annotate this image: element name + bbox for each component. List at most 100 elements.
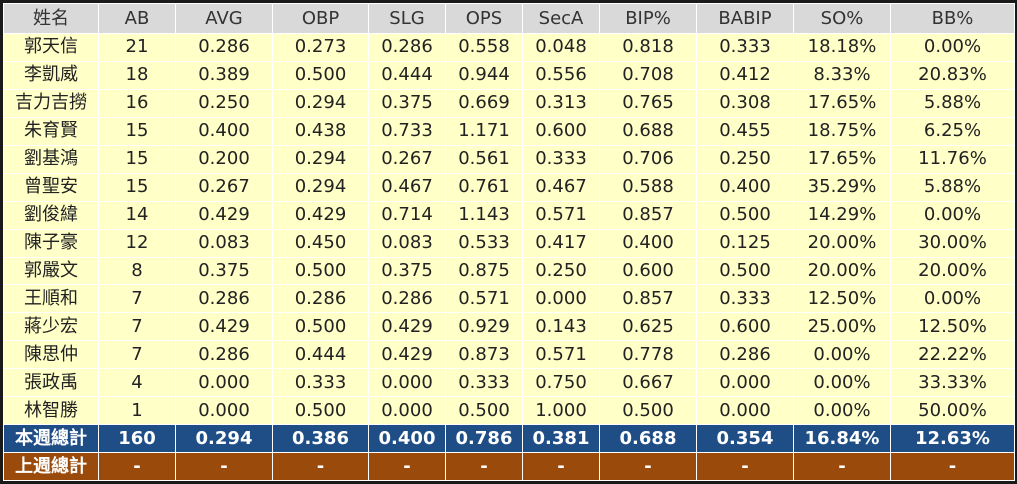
cell-bb: 22.22% — [890, 340, 1015, 370]
cell-ops: 0.500 — [445, 396, 523, 426]
cell-seca: 0.417 — [522, 228, 600, 258]
cell-so: 17.65% — [793, 144, 891, 174]
cell-slg: - — [368, 452, 446, 481]
cell-bb: - — [890, 452, 1015, 481]
cell-avg: 0.375 — [175, 256, 273, 286]
cell-babip: 0.455 — [696, 116, 794, 146]
cell-bb: 30.00% — [890, 228, 1015, 258]
table-row: 陳子豪 12 0.083 0.450 0.083 0.533 0.417 0.400 0.125… — [3, 228, 1015, 258]
cell-avg: 0.400 — [175, 116, 273, 146]
cell-slg: 0.000 — [368, 368, 446, 398]
cell-name: 陳子豪 — [3, 228, 99, 258]
cell-avg: 0.286 — [175, 284, 273, 314]
header-row: 姓名 AB AVG OBP SLG OPS SecA BIP% BABIP SO… — [3, 3, 1015, 34]
cell-obp: 0.500 — [272, 396, 369, 426]
cell-ab: 12 — [98, 228, 176, 258]
cell-avg: 0.200 — [175, 144, 273, 174]
cell-slg: 0.429 — [368, 340, 446, 370]
cell-bb: 50.00% — [890, 396, 1015, 426]
cell-so: 0.00% — [793, 396, 891, 426]
cell-seca: 0.000 — [522, 284, 600, 314]
cell-obp: 0.429 — [272, 200, 369, 230]
cell-name: 蔣少宏 — [3, 312, 99, 342]
cell-name: 李凱威 — [3, 60, 99, 90]
cell-obp: 0.444 — [272, 340, 369, 370]
cell-ops: - — [445, 452, 523, 481]
cell-name: 上週總計 — [3, 452, 99, 481]
cell-obp: 0.294 — [272, 172, 369, 202]
cell-babip: 0.600 — [696, 312, 794, 342]
cell-ab: 7 — [98, 312, 176, 342]
cell-ops: 1.143 — [445, 200, 523, 230]
cell-ab: 16 — [98, 88, 176, 118]
cell-slg: 0.375 — [368, 88, 446, 118]
cell-seca: 1.000 — [522, 396, 600, 426]
cell-bb: 20.00% — [890, 256, 1015, 286]
cell-avg: 0.429 — [175, 200, 273, 230]
cell-so: 0.00% — [793, 368, 891, 398]
table-row: 蔣少宏 7 0.429 0.500 0.429 0.929 0.143 0.625 0.600 2… — [3, 312, 1015, 342]
cell-ab: 4 — [98, 368, 176, 398]
cell-ab: 160 — [98, 424, 176, 454]
header-obp: OBP — [272, 3, 369, 34]
cell-obp: 0.333 — [272, 368, 369, 398]
cell-name: 朱育賢 — [3, 116, 99, 146]
cell-avg: 0.000 — [175, 396, 273, 426]
header-name: 姓名 — [3, 3, 99, 34]
cell-name: 劉俊緯 — [3, 200, 99, 230]
cell-so: 16.84% — [793, 424, 891, 454]
cell-babip: 0.125 — [696, 228, 794, 258]
cell-slg: 0.286 — [368, 284, 446, 314]
cell-ab: 1 — [98, 396, 176, 426]
cell-avg: 0.286 — [175, 340, 273, 370]
cell-obp: 0.386 — [272, 424, 369, 454]
cell-bb: 12.63% — [890, 424, 1015, 454]
cell-obp: 0.500 — [272, 312, 369, 342]
cell-so: 18.75% — [793, 116, 891, 146]
cell-ops: 0.571 — [445, 284, 523, 314]
cell-bb: 12.50% — [890, 312, 1015, 342]
cell-bip: 0.667 — [599, 368, 697, 398]
cell-ops: 0.875 — [445, 256, 523, 286]
cell-obp: - — [272, 452, 369, 481]
header-bip: BIP% — [599, 3, 697, 34]
cell-ab: 7 — [98, 340, 176, 370]
cell-name: 陳思仲 — [3, 340, 99, 370]
cell-babip: 0.286 — [696, 340, 794, 370]
cell-slg: 0.286 — [368, 33, 446, 62]
table-row: 郭嚴文 8 0.375 0.500 0.375 0.875 0.250 0.600 0.500 2… — [3, 256, 1015, 286]
cell-slg: 0.444 — [368, 60, 446, 90]
cell-babip: 0.308 — [696, 88, 794, 118]
cell-bip: 0.688 — [599, 424, 697, 454]
table-row: 王順和 7 0.286 0.286 0.286 0.571 0.000 0.857 0.333 1… — [3, 284, 1015, 314]
cell-bb: 5.88% — [890, 172, 1015, 202]
cell-bb: 0.00% — [890, 200, 1015, 230]
cell-babip: 0.000 — [696, 368, 794, 398]
cell-so: 8.33% — [793, 60, 891, 90]
cell-seca: 0.143 — [522, 312, 600, 342]
cell-bip: 0.778 — [599, 340, 697, 370]
cell-bip: 0.688 — [599, 116, 697, 146]
cell-avg: 0.267 — [175, 172, 273, 202]
cell-avg: 0.429 — [175, 312, 273, 342]
total-last-week-row: 上週總計 - - - - - - - - - - — [3, 452, 1015, 481]
header-ops: OPS — [445, 3, 523, 34]
cell-babip: 0.354 — [696, 424, 794, 454]
cell-so: 35.29% — [793, 172, 891, 202]
cell-ops: 0.786 — [445, 424, 523, 454]
cell-bip: 0.765 — [599, 88, 697, 118]
cell-babip: 0.500 — [696, 256, 794, 286]
cell-name: 郭嚴文 — [3, 256, 99, 286]
cell-obp: 0.438 — [272, 116, 369, 146]
cell-name: 吉力吉撈 — [3, 88, 99, 118]
cell-babip: 0.333 — [696, 284, 794, 314]
cell-seca: 0.571 — [522, 340, 600, 370]
cell-babip: - — [696, 452, 794, 481]
cell-ab: - — [98, 452, 176, 481]
cell-so: 25.00% — [793, 312, 891, 342]
cell-slg: 0.400 — [368, 424, 446, 454]
header-bb: BB% — [890, 3, 1015, 34]
cell-ops: 1.171 — [445, 116, 523, 146]
cell-slg: 0.267 — [368, 144, 446, 174]
